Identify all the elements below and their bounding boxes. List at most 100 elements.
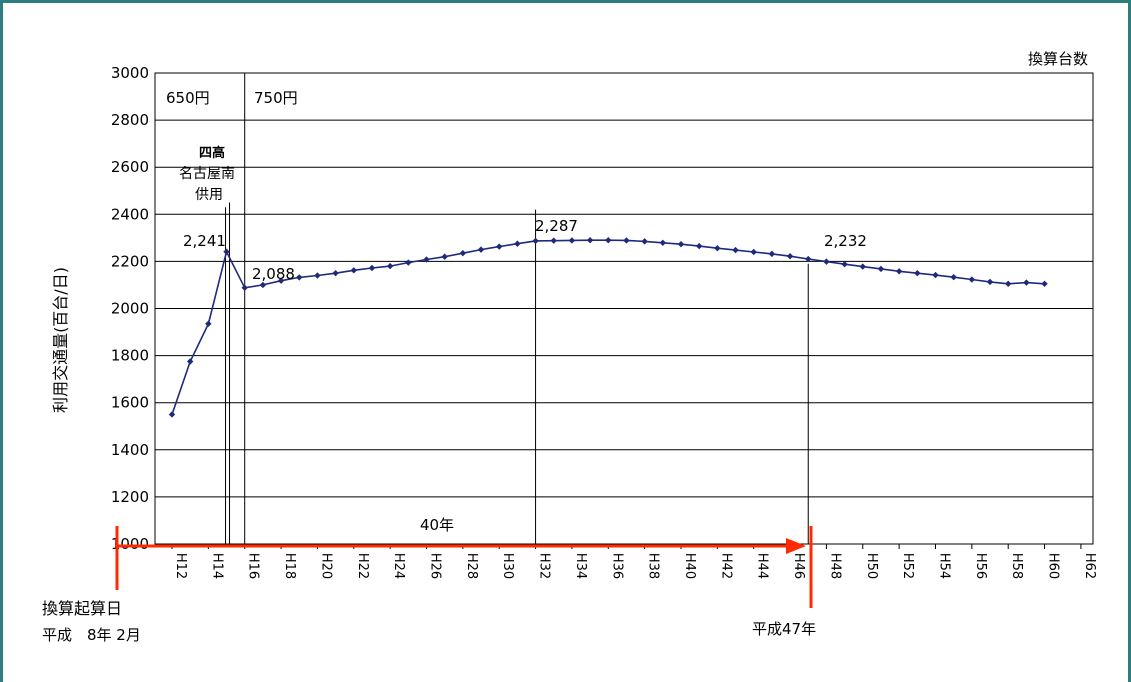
y-tick-label: 2600 xyxy=(111,158,149,176)
data-point xyxy=(786,253,794,260)
x-tick-label: H38 xyxy=(646,553,661,579)
data-point xyxy=(332,269,339,277)
data-point xyxy=(968,276,976,283)
data-point xyxy=(877,265,885,273)
data-point xyxy=(950,273,957,281)
data-point xyxy=(550,237,557,244)
grid xyxy=(154,72,1094,545)
x-tick-label: H48 xyxy=(827,553,842,579)
start-label: 換算起算日 xyxy=(42,599,122,618)
y-tick-label: 1600 xyxy=(111,394,149,412)
x-tick-label: H18 xyxy=(282,553,297,579)
data-point xyxy=(1004,280,1012,287)
x-tick-label: H56 xyxy=(973,553,988,579)
x-tick-label: H44 xyxy=(755,553,770,579)
data-point xyxy=(496,243,503,250)
x-tick-label: H42 xyxy=(718,553,733,579)
x-tick-label: H52 xyxy=(900,553,915,579)
data-point xyxy=(914,269,921,277)
data-point xyxy=(314,272,321,279)
data-point xyxy=(296,274,303,281)
y-tick-label: 1000 xyxy=(111,535,149,553)
data-point xyxy=(677,241,685,248)
data-point xyxy=(532,237,539,245)
data-point xyxy=(732,246,739,254)
x-tick-label: H60 xyxy=(1046,553,1061,579)
data-point xyxy=(641,238,648,245)
x-tick-label: H32 xyxy=(537,553,552,579)
x-axis: H12 H14 H16 H18 H20 H22 H24 H26 H28 H30 H32 H34 H36 H… xyxy=(171,544,1097,579)
data-point xyxy=(750,248,757,256)
y-axis-title: 利用交通量(百台/日) xyxy=(51,267,70,413)
data-point xyxy=(350,267,357,274)
data-point xyxy=(459,249,467,257)
data-point xyxy=(859,263,866,270)
data-point xyxy=(568,237,576,244)
x-tick-label: H24 xyxy=(391,553,406,579)
data-point xyxy=(368,264,376,272)
data-point xyxy=(386,262,394,270)
series xyxy=(168,237,1048,418)
y-tick-label: 2200 xyxy=(111,252,149,270)
data-point xyxy=(1023,279,1030,286)
x-tick-label: H46 xyxy=(791,553,806,579)
data-label: 2,088 xyxy=(252,265,295,283)
x-tick-label: H30 xyxy=(500,553,515,579)
toll-label: 750円 xyxy=(254,89,298,107)
y-tick-label: 2000 xyxy=(111,300,149,318)
x-tick-label: H16 xyxy=(246,553,261,579)
toll-label: 650円 xyxy=(166,89,210,107)
end-label: 平成47年 xyxy=(752,620,816,638)
data-point xyxy=(805,255,812,263)
data-point xyxy=(768,250,776,258)
data-label: 2,232 xyxy=(824,232,867,250)
y-axis: 1000 1200 1400 1600 1800 2000 2200 2400 2600 2800… xyxy=(51,50,1088,553)
data-point xyxy=(259,281,267,289)
unit-label: 換算台数 xyxy=(1028,50,1088,68)
data-point xyxy=(586,237,594,244)
data-point xyxy=(223,248,230,255)
data-point xyxy=(695,242,703,250)
y-tick-label: 2800 xyxy=(111,111,149,129)
data-label: 2,287 xyxy=(535,217,578,235)
data-point xyxy=(932,271,939,279)
data-point xyxy=(841,261,848,268)
data-point xyxy=(1041,280,1048,287)
x-tick-label: H36 xyxy=(609,553,624,579)
data-point xyxy=(241,284,248,291)
start-label: 平成 8年 2月 xyxy=(42,626,141,644)
x-tick-label: H34 xyxy=(573,553,588,579)
data-label: 2,241 xyxy=(183,232,226,250)
period-label: 40年 xyxy=(420,516,454,534)
y-tick-label: 1400 xyxy=(111,441,149,459)
data-point xyxy=(441,253,448,260)
event-label: 四高 xyxy=(199,145,225,161)
x-tick-label: H14 xyxy=(209,553,224,579)
data-point xyxy=(623,237,630,244)
data-point xyxy=(205,320,212,328)
x-tick-label: H62 xyxy=(1082,553,1097,579)
x-tick-label: H58 xyxy=(1009,553,1024,579)
event-label: 供用 xyxy=(195,187,223,203)
x-tick-label: H26 xyxy=(427,553,442,579)
data-point xyxy=(477,246,485,253)
x-tick-label: H54 xyxy=(936,553,951,579)
data-point xyxy=(423,256,430,263)
data-point xyxy=(168,411,176,418)
y-tick-label: 2400 xyxy=(111,205,149,223)
x-tick-label: H50 xyxy=(864,553,879,579)
data-point xyxy=(895,268,903,275)
y-tick-label: 1200 xyxy=(111,488,149,506)
x-tick-label: H12 xyxy=(173,553,188,579)
series-line xyxy=(171,239,1045,415)
y-tick-label: 1800 xyxy=(111,347,149,365)
x-tick-label: H40 xyxy=(682,553,697,579)
data-point xyxy=(986,278,994,286)
data-point xyxy=(405,259,412,266)
x-tick-label: H22 xyxy=(355,553,370,579)
arrow-head xyxy=(786,538,806,554)
data-point xyxy=(605,237,612,244)
event-label: 名古屋南 xyxy=(179,166,235,182)
